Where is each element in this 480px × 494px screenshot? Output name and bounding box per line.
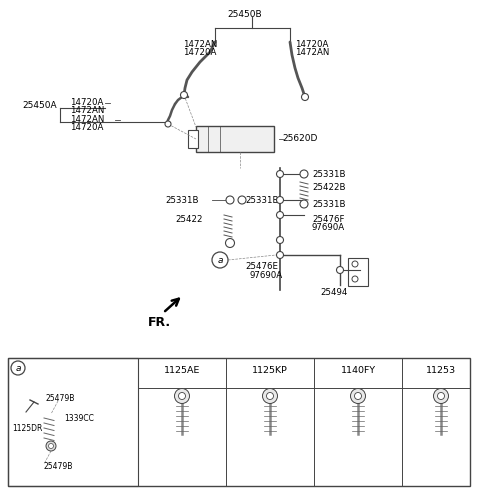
- Circle shape: [276, 197, 284, 204]
- Text: 25494: 25494: [320, 288, 348, 297]
- Text: 25479B: 25479B: [46, 394, 75, 403]
- Circle shape: [352, 276, 358, 282]
- Circle shape: [300, 200, 308, 208]
- Bar: [348, 258, 368, 286]
- Circle shape: [175, 388, 190, 404]
- Text: 25450A: 25450A: [22, 101, 57, 110]
- Text: 14720A: 14720A: [70, 123, 103, 132]
- Circle shape: [276, 251, 284, 258]
- Bar: [196, 126, 274, 152]
- Circle shape: [276, 237, 284, 244]
- Text: a: a: [217, 255, 223, 264]
- Circle shape: [263, 388, 277, 404]
- Circle shape: [301, 93, 309, 100]
- Text: 25476F: 25476F: [312, 215, 345, 224]
- Text: 25331B: 25331B: [245, 196, 278, 205]
- Circle shape: [433, 388, 448, 404]
- Circle shape: [11, 361, 25, 375]
- Circle shape: [46, 441, 56, 451]
- Text: 25450B: 25450B: [228, 10, 262, 19]
- Circle shape: [179, 393, 185, 400]
- Text: 14720A: 14720A: [70, 98, 103, 107]
- Circle shape: [352, 261, 358, 267]
- Text: 1472AN: 1472AN: [295, 48, 329, 57]
- Text: 1125DR: 1125DR: [12, 424, 42, 433]
- Text: FR.: FR.: [148, 316, 171, 329]
- Text: 25331B: 25331B: [312, 200, 346, 209]
- Text: 1472AN: 1472AN: [70, 115, 104, 124]
- Text: 97690A: 97690A: [250, 271, 283, 280]
- Circle shape: [350, 388, 365, 404]
- Text: a: a: [15, 364, 21, 372]
- Circle shape: [437, 393, 444, 400]
- Text: 25422B: 25422B: [312, 183, 346, 192]
- Text: 11253: 11253: [426, 366, 456, 375]
- Text: 25422: 25422: [175, 215, 203, 224]
- Text: 25331B: 25331B: [165, 196, 199, 205]
- Circle shape: [276, 211, 284, 218]
- Circle shape: [180, 91, 188, 98]
- Text: 1472AN: 1472AN: [70, 106, 104, 115]
- Circle shape: [355, 393, 361, 400]
- Text: 1140FY: 1140FY: [340, 366, 375, 375]
- Text: 97690A: 97690A: [312, 223, 345, 232]
- Text: 14720A: 14720A: [295, 40, 328, 49]
- Text: 1125KP: 1125KP: [252, 366, 288, 375]
- Circle shape: [300, 170, 308, 178]
- Text: 25331B: 25331B: [312, 170, 346, 179]
- Circle shape: [226, 239, 235, 247]
- Text: 1472AN: 1472AN: [183, 40, 217, 49]
- Circle shape: [238, 196, 246, 204]
- Circle shape: [336, 266, 344, 274]
- Text: 25620D: 25620D: [282, 134, 317, 143]
- Text: 1125AE: 1125AE: [164, 366, 200, 375]
- Circle shape: [266, 393, 274, 400]
- Circle shape: [48, 444, 53, 449]
- Circle shape: [212, 252, 228, 268]
- Text: 25479B: 25479B: [44, 462, 73, 471]
- Bar: [188, 130, 198, 148]
- Circle shape: [226, 196, 234, 204]
- Text: 14720A: 14720A: [183, 48, 216, 57]
- Text: 25476E: 25476E: [245, 262, 278, 271]
- Circle shape: [165, 121, 171, 127]
- Text: 1339CC: 1339CC: [64, 414, 94, 423]
- Bar: [8, 358, 138, 486]
- Circle shape: [276, 170, 284, 177]
- Bar: [8, 358, 470, 486]
